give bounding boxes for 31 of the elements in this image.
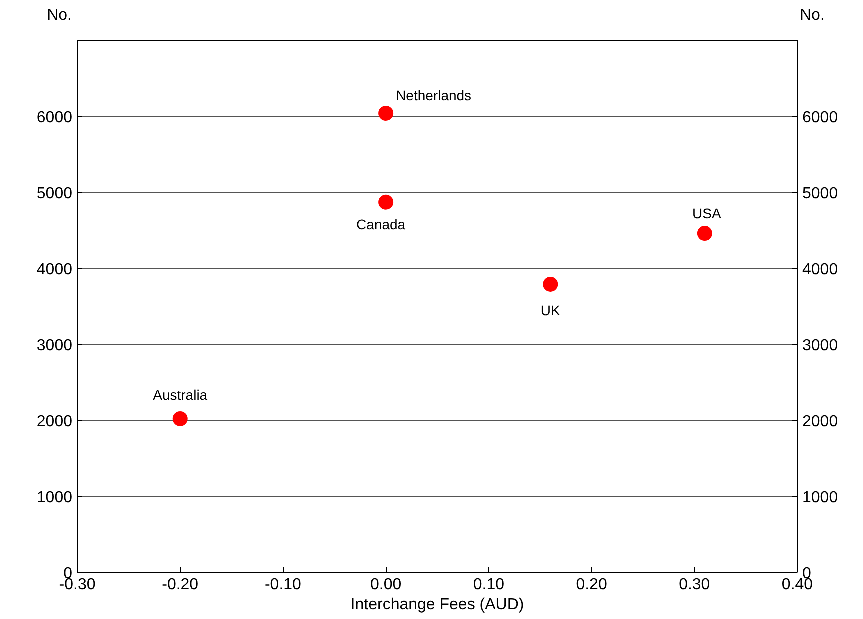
y-tick-label: 4000 bbox=[36, 262, 73, 278]
y2-tick-label: 5000 bbox=[802, 186, 838, 202]
y-tick-label: 5000 bbox=[36, 186, 73, 202]
y2-tick-label: 6000 bbox=[802, 110, 838, 126]
x-tick-label: 0.20 bbox=[576, 576, 608, 594]
x-axis-title: Interchange Fees (AUD) bbox=[350, 596, 524, 614]
y-tick-label: 1000 bbox=[36, 490, 73, 506]
y2-tick-label: 4000 bbox=[802, 262, 838, 278]
annotation: Australia bbox=[153, 386, 208, 403]
y2-tick-label: 2000 bbox=[802, 414, 838, 430]
y-tick-label: 3000 bbox=[36, 338, 73, 354]
annotation: Canada bbox=[356, 216, 406, 232]
x-tick-label: 0.00 bbox=[370, 576, 402, 594]
x-tick-label: 0.10 bbox=[473, 576, 505, 594]
y2-tick-label: 1000 bbox=[802, 490, 838, 506]
point bbox=[378, 106, 394, 121]
annotation: USA bbox=[692, 206, 722, 222]
point bbox=[378, 194, 394, 210]
point bbox=[543, 276, 558, 292]
x-tick-label: 0.30 bbox=[679, 576, 710, 594]
y2-tick-label: 3000 bbox=[802, 338, 838, 354]
y-tick-label: 2000 bbox=[36, 414, 73, 430]
annotation: Netherlands bbox=[396, 87, 472, 104]
y2-axis-title: No. bbox=[800, 6, 825, 26]
annotation: UK bbox=[540, 302, 562, 318]
point bbox=[172, 411, 188, 426]
y-tick-label: 6000 bbox=[36, 110, 73, 126]
y-axis-title: No. bbox=[47, 6, 72, 26]
x-tick-label: -0.20 bbox=[162, 576, 199, 594]
point bbox=[697, 226, 712, 242]
x-tick-label: -0.10 bbox=[264, 576, 302, 594]
